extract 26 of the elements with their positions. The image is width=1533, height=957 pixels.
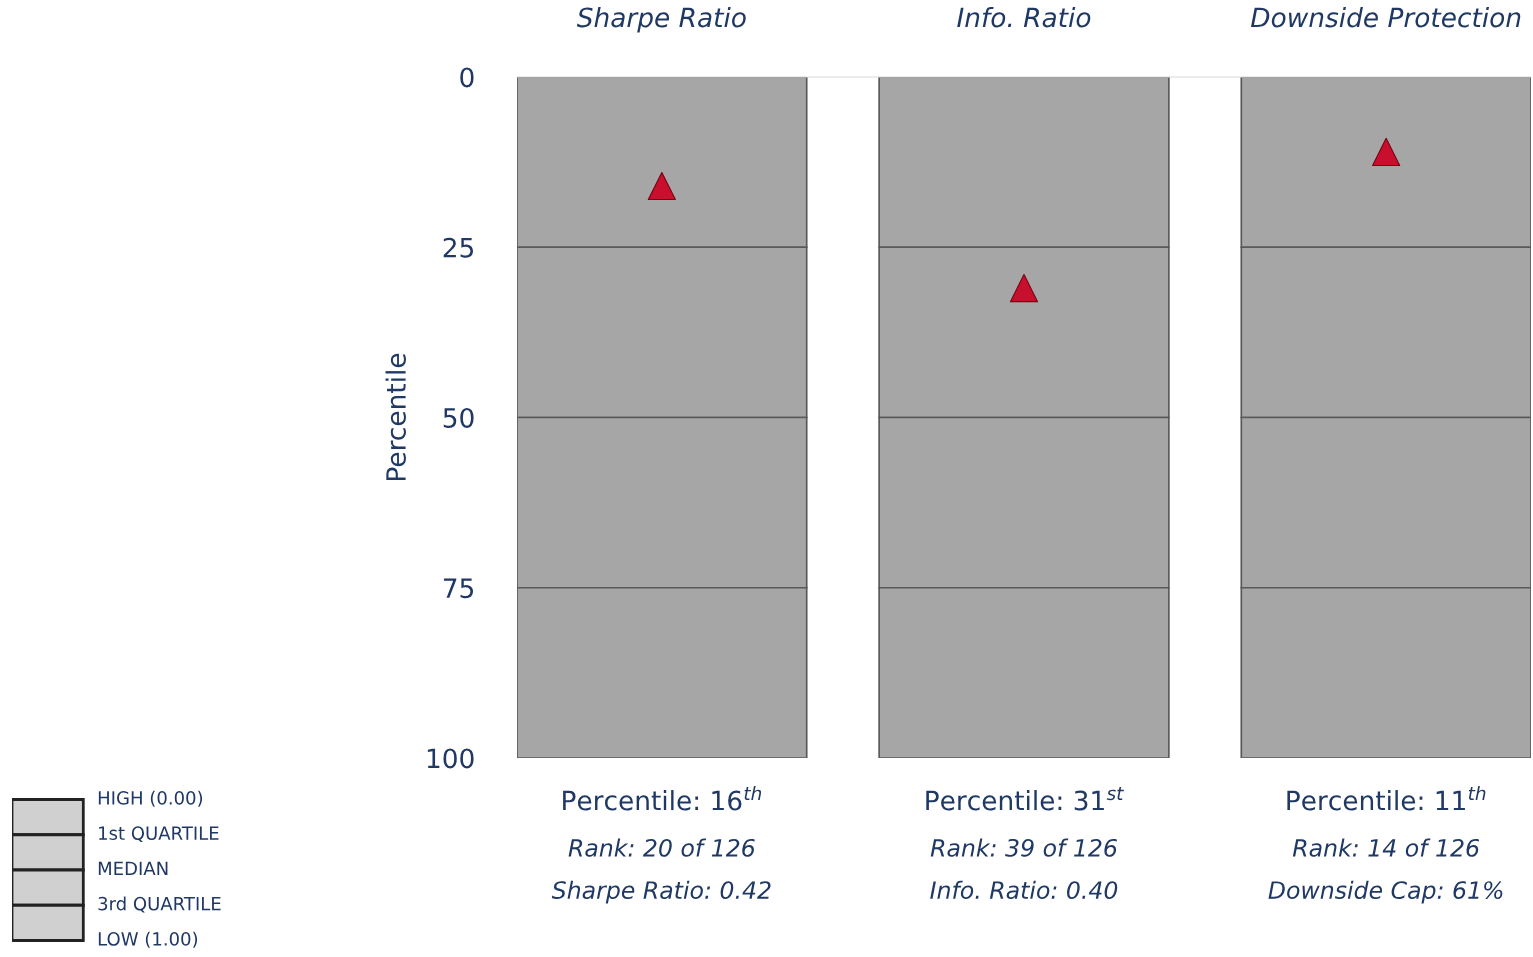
text: Downside Cap: 61% xyxy=(1268,880,1503,904)
text: LOW (1.00) xyxy=(98,931,198,948)
x-tick-label: Sharpe Ratio xyxy=(576,7,746,33)
text: Rank: 39 of 126 xyxy=(930,838,1117,857)
point xyxy=(1009,274,1039,303)
y-axis-title: Percentile xyxy=(385,353,406,480)
text: Info. Ratio: 0.40 xyxy=(930,880,1118,900)
text: Sharpe Ratio: 0.42 xyxy=(551,880,771,904)
text: HIGH (0.00) xyxy=(98,790,203,807)
text: Percentile: 31$^{st}$ xyxy=(926,787,1124,811)
y-tick-label: 75 xyxy=(443,578,474,599)
y-tick-label: 100 xyxy=(427,748,474,769)
x-tick-label: Info. Ratio xyxy=(957,7,1091,28)
y-tick-label: 50 xyxy=(443,407,474,428)
y-tick-label: 0 xyxy=(460,67,474,88)
point xyxy=(647,171,676,201)
text: Rank: 14 of 126 xyxy=(1292,838,1480,857)
text: 3rd QUARTILE xyxy=(98,896,221,913)
text: MEDIAN xyxy=(98,861,168,875)
text: Percentile: 11$^{th}$ xyxy=(1287,785,1486,811)
text: Percentile: 16$^{th}$ xyxy=(563,785,762,811)
point xyxy=(1372,137,1401,167)
x-tick-label: Downside Protection xyxy=(1250,7,1521,28)
text: 1st QUARTILE xyxy=(99,826,219,843)
y-tick-label: 25 xyxy=(443,237,474,258)
text: Rank: 20 of 126 xyxy=(568,838,755,857)
